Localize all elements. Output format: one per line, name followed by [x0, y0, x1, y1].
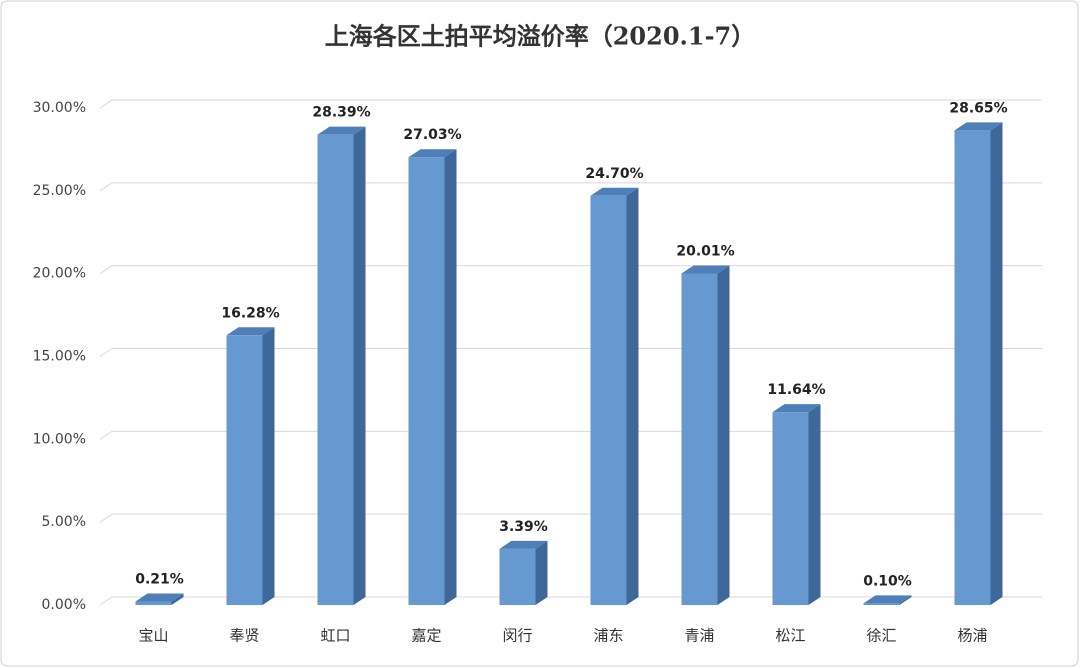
bar	[226, 335, 263, 605]
chart-title: 上海各区土拍平均溢价率（2020.1-7）	[325, 22, 756, 51]
bar-top	[408, 149, 457, 158]
x-tick-label: 宝山	[138, 627, 168, 645]
bar-side	[262, 327, 275, 605]
value-label: 20.01%	[676, 244, 734, 260]
x-tick-label: 松江	[775, 627, 805, 645]
bar	[772, 412, 809, 605]
x-tick-label: 杨浦	[957, 627, 987, 645]
y-tick-label: 20.00%	[33, 266, 86, 282]
bar-side	[171, 593, 184, 605]
x-tick-label: 青浦	[684, 627, 714, 645]
value-label: 27.03%	[403, 127, 461, 143]
bar-top	[135, 593, 184, 602]
y-tick-label: 0.00%	[42, 597, 86, 613]
bar-side	[717, 265, 730, 605]
bar-side	[899, 595, 912, 605]
value-label: 0.10%	[863, 573, 912, 589]
value-label: 28.39%	[312, 105, 370, 121]
bar-top	[954, 122, 1003, 131]
x-tick-label: 奉贤	[229, 627, 259, 645]
bar	[499, 548, 536, 605]
x-tick-label: 徐汇	[866, 627, 896, 645]
bar-top	[590, 187, 639, 196]
bar	[408, 157, 445, 605]
value-label: 3.39%	[499, 519, 548, 535]
grid-line	[99, 513, 1042, 523]
grid-line	[99, 99, 1042, 109]
bar-top	[499, 540, 548, 549]
y-tick-label: 30.00%	[33, 100, 86, 116]
bar-side	[808, 404, 821, 605]
y-tick-label: 15.00%	[33, 349, 86, 365]
grid-line	[99, 265, 1042, 275]
bar	[954, 130, 991, 606]
x-tick-label: 虹口	[320, 627, 350, 645]
value-label: 24.70%	[585, 166, 643, 182]
y-tick-label: 5.00%	[42, 514, 86, 530]
bar-side	[353, 126, 366, 605]
bar-top	[226, 327, 275, 336]
y-tick-label: 25.00%	[33, 183, 86, 199]
grid-line	[99, 348, 1042, 357]
bar-top	[317, 126, 366, 135]
bar-top	[863, 595, 912, 604]
bar-side	[626, 187, 639, 605]
value-label: 16.28%	[221, 305, 279, 321]
bar-top	[681, 265, 730, 274]
grid-line	[99, 182, 1042, 192]
bar-top	[772, 404, 821, 413]
bar-side	[535, 540, 548, 605]
value-label: 11.64%	[767, 382, 825, 398]
bar-side	[444, 149, 457, 605]
bar	[317, 134, 354, 605]
bar	[681, 273, 718, 605]
bar-side	[990, 122, 1003, 606]
x-tick-label: 闵行	[502, 627, 532, 645]
x-tick-label: 嘉定	[411, 627, 441, 645]
bar	[590, 195, 627, 605]
value-label: 28.65%	[949, 100, 1007, 116]
y-tick-label: 10.00%	[33, 431, 86, 447]
x-tick-label: 浦东	[593, 627, 623, 645]
bar	[863, 603, 900, 605]
grid-line	[99, 430, 1042, 440]
grid-line	[99, 596, 1042, 606]
value-label: 0.21%	[135, 572, 184, 588]
bar	[135, 601, 172, 605]
